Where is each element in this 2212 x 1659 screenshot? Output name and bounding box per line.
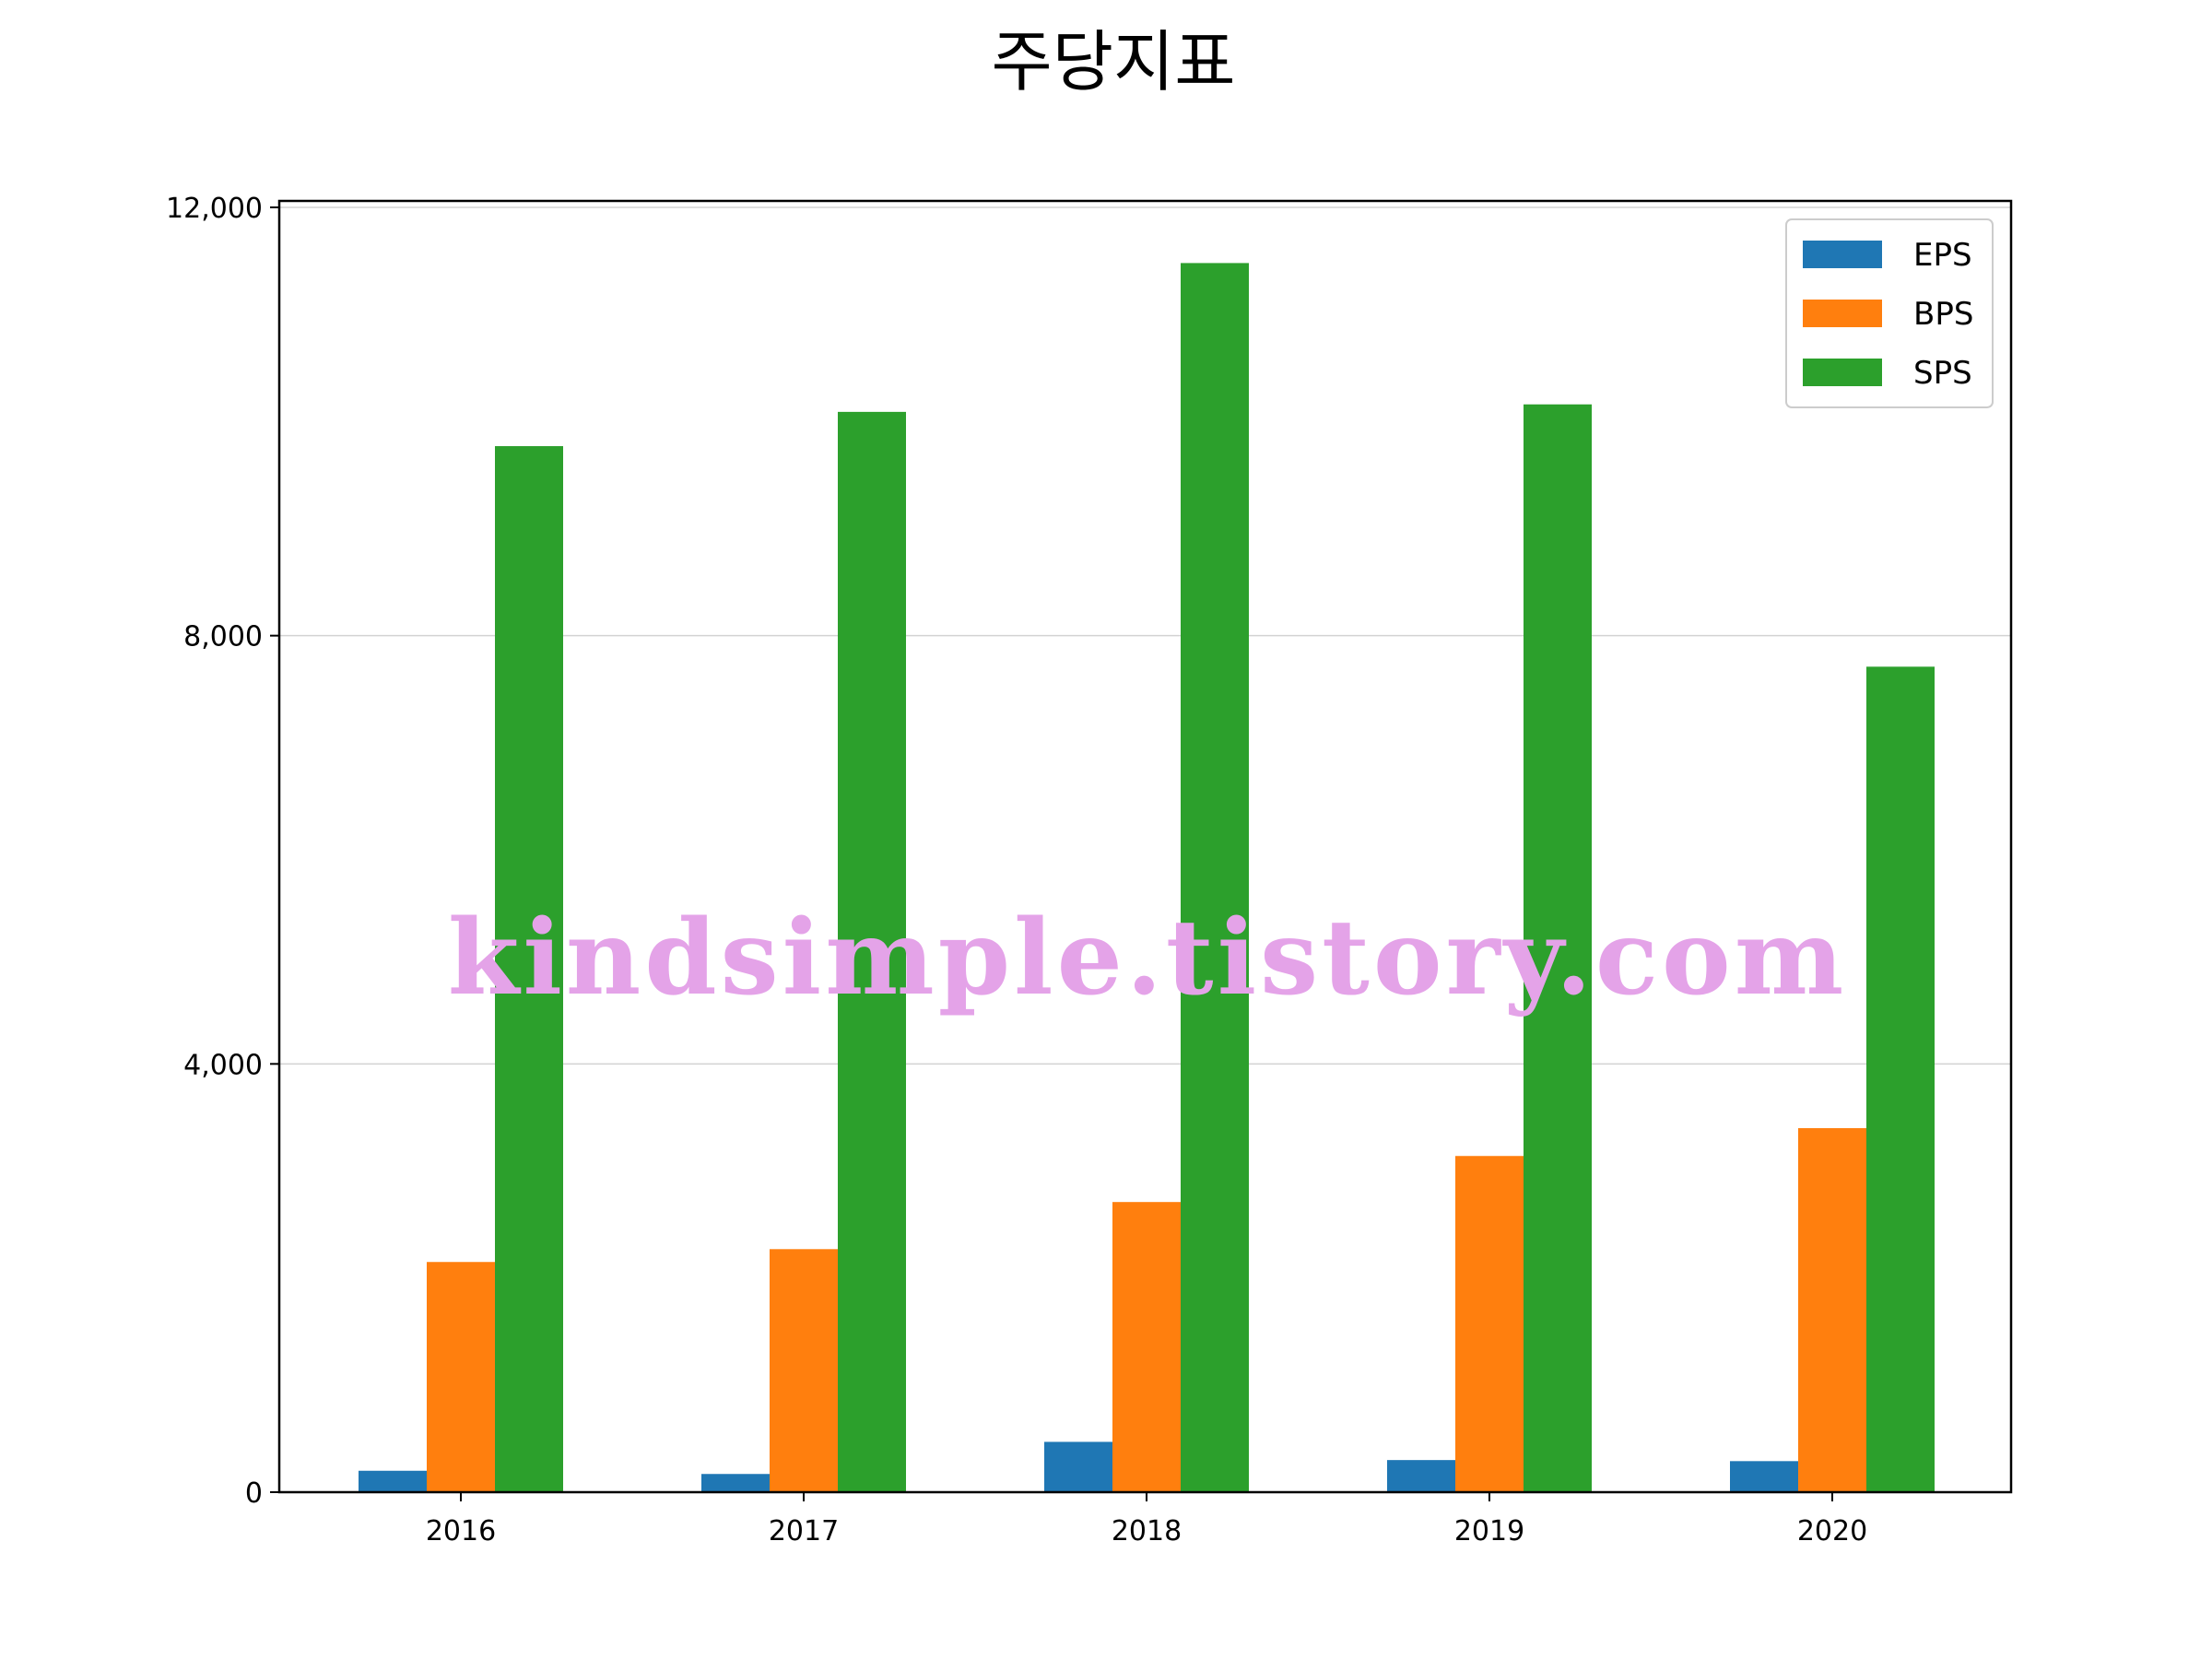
bar-eps-2018 [1044, 1441, 1112, 1492]
y-axis: 0 4,000 8,000 12,000 [166, 193, 279, 1510]
bar-sps-2018 [1181, 263, 1249, 1492]
legend-swatch-bps [1803, 300, 1882, 327]
bar-sps-2019 [1524, 404, 1592, 1492]
bar-sps-2016 [495, 446, 563, 1493]
legend-swatch-sps [1803, 359, 1882, 386]
bar-bps-2016 [427, 1262, 495, 1492]
legend: EPS BPS SPS [1785, 218, 1994, 408]
bars-layer [359, 263, 1935, 1493]
watermark-text: kindsimple.tistory.com [448, 898, 1848, 1018]
bar-bps-2020 [1798, 1128, 1866, 1492]
legend-label-bps: BPS [1913, 296, 1973, 333]
y-tick-label-2: 8,000 [183, 621, 263, 653]
x-tick-label-2018: 2018 [1112, 1515, 1182, 1547]
bar-sps-2020 [1866, 666, 1935, 1492]
y-tick-label-0: 0 [245, 1477, 263, 1510]
legend-items: EPS BPS SPS [1803, 237, 1973, 392]
legend-label-sps: SPS [1913, 355, 1972, 392]
plot-frame [277, 199, 2013, 1494]
grid-layer [279, 206, 2011, 1065]
bar-eps-2016 [359, 1470, 427, 1492]
bar-eps-2017 [701, 1474, 770, 1492]
chart-title: 주당지표 [992, 23, 1236, 100]
bar-bps-2018 [1112, 1202, 1181, 1492]
bar-bps-2019 [1455, 1156, 1524, 1492]
x-tick-label-2020: 2020 [1797, 1515, 1867, 1547]
bar-eps-2020 [1730, 1461, 1798, 1492]
x-tick-label-2017: 2017 [769, 1515, 839, 1547]
legend-swatch-eps [1803, 241, 1882, 268]
y-tick-label-3: 12,000 [166, 193, 263, 225]
bar-bps-2017 [770, 1249, 838, 1492]
legend-label-eps: EPS [1913, 237, 1972, 274]
x-tick-label-2019: 2019 [1454, 1515, 1524, 1547]
x-tick-label-2016: 2016 [426, 1515, 496, 1547]
y-tick-label-1: 4,000 [183, 1049, 263, 1081]
bar-eps-2019 [1387, 1460, 1455, 1492]
bar-sps-2017 [838, 411, 906, 1493]
x-axis: 2016 2017 2018 2019 2020 [426, 1492, 1867, 1547]
